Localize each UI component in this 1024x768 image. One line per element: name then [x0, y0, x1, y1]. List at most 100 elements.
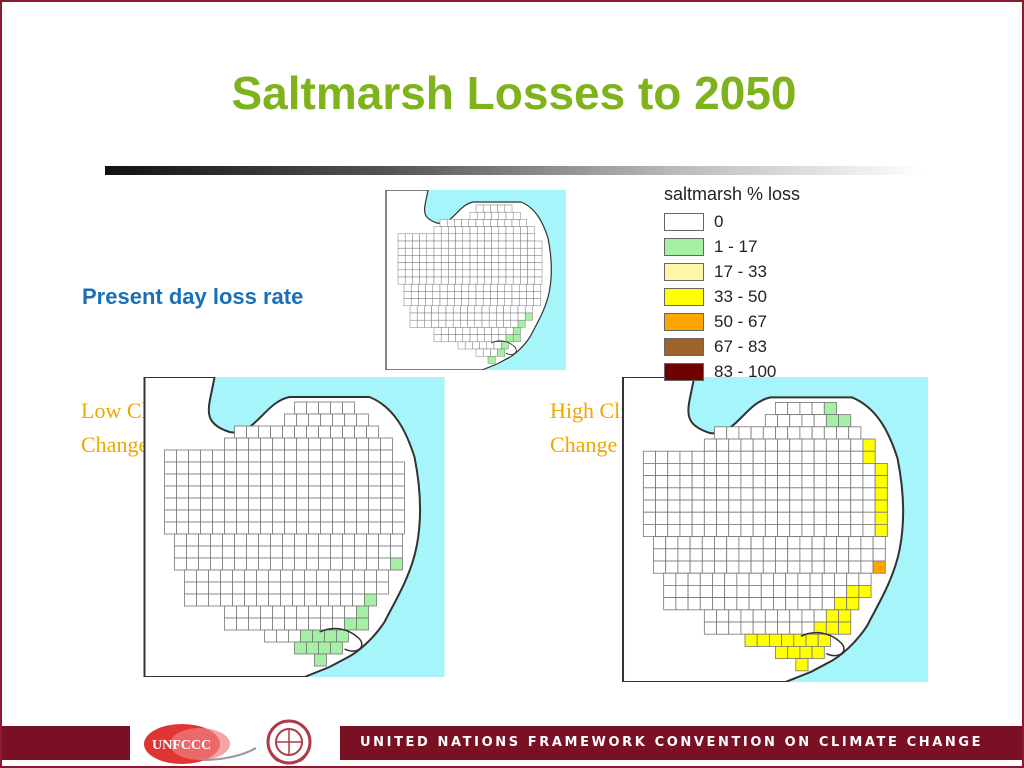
map-grid-cell	[813, 524, 827, 538]
map-grid-cell	[294, 545, 307, 559]
map-grid-cell	[642, 487, 656, 501]
map-grid-cell	[834, 585, 848, 599]
map-grid-cell	[789, 499, 803, 513]
map-grid-cell	[184, 581, 197, 595]
map-grid-cell	[675, 597, 689, 611]
map-grid-cell	[260, 509, 273, 523]
map-grid-cell	[376, 581, 389, 595]
map-grid-cell	[446, 283, 455, 292]
map-grid-cell	[701, 548, 715, 562]
map-grid-cell	[504, 298, 513, 307]
map-grid-cell	[801, 438, 815, 452]
map-grid-cell	[320, 521, 333, 535]
map-grid-cell	[397, 240, 406, 249]
map-grid-cell	[448, 327, 456, 335]
map-grid-cell	[801, 524, 815, 538]
map-grid-cell	[801, 609, 815, 623]
map-grid-cell	[433, 269, 442, 278]
map-grid-cell	[687, 585, 701, 599]
map-grid-cell	[356, 605, 369, 619]
map-grid-cell	[811, 402, 825, 416]
map-grid-cell	[752, 499, 766, 513]
map-grid-cell	[655, 499, 669, 513]
map-grid-cell	[409, 305, 418, 314]
map-grid-cell	[304, 581, 317, 595]
map-grid-cell	[184, 569, 197, 583]
map-grid-cell	[356, 461, 369, 475]
map-grid-cell	[809, 597, 823, 611]
map-grid-cell	[461, 291, 470, 299]
map-grid-cell	[740, 511, 754, 525]
map-grid-cell	[431, 319, 440, 328]
map-grid-cell	[200, 509, 213, 523]
map-grid-cell	[527, 262, 536, 271]
map-grid-cell	[258, 533, 271, 547]
map-grid-cell	[412, 240, 420, 249]
map-grid-cell	[825, 524, 839, 538]
map-grid-cell	[364, 593, 377, 607]
map-grid-cell	[378, 545, 391, 559]
map-grid-cell	[475, 219, 484, 227]
map-grid-cell	[364, 569, 377, 583]
map-grid-cell	[324, 629, 337, 643]
map-grid-cell	[850, 487, 864, 501]
map-grid-cell	[356, 617, 369, 631]
map-grid-cell	[703, 621, 717, 635]
map-grid-cell	[356, 521, 369, 535]
map-grid-cell	[740, 487, 754, 501]
legend-title: saltmarsh % loss	[664, 184, 801, 204]
map-grid-cell	[714, 536, 728, 550]
map-grid-cell	[461, 298, 470, 307]
map-grid-cell	[445, 305, 454, 314]
map-grid-cell	[300, 629, 313, 643]
map-grid-cell	[642, 511, 656, 525]
map-grid-cell	[426, 247, 435, 256]
map-grid-cell	[785, 572, 799, 586]
map-grid	[164, 401, 405, 667]
map-grid-cell	[260, 617, 273, 631]
map-grid-cell	[752, 450, 766, 464]
map-grid-cell	[775, 536, 789, 550]
map-grid-cell	[712, 597, 726, 611]
map-grid-cell	[455, 327, 464, 335]
map-grid-cell	[655, 511, 669, 525]
map-grid-cell	[838, 621, 852, 635]
map-grid-cell	[520, 255, 528, 263]
map-grid-cell	[410, 291, 419, 299]
map-grid-cell	[416, 312, 425, 321]
map-grid-cell	[874, 487, 888, 501]
map-grid-cell	[517, 319, 526, 328]
map-grid-cell	[368, 473, 381, 487]
legend-swatch	[664, 287, 704, 306]
map-grid-cell	[236, 473, 249, 487]
map-grid-cell	[248, 449, 261, 463]
map-grid-cell	[716, 487, 730, 501]
map-grid-cell	[799, 548, 813, 562]
map-grid-cell	[212, 485, 225, 499]
map-grid-cell	[764, 414, 778, 428]
map-grid-cell	[490, 219, 498, 227]
map-grid-cell	[667, 524, 681, 538]
map-grid-cell	[838, 463, 852, 477]
map-grid-cell	[653, 560, 667, 574]
map-grid-cell	[452, 305, 461, 314]
map-grid-cell	[246, 533, 259, 547]
map-grid-cell	[397, 262, 406, 271]
map-grid-cell	[284, 473, 297, 487]
map-grid-cell	[777, 475, 791, 489]
map-grid-cell	[862, 450, 876, 464]
map-grid-cell	[679, 499, 693, 513]
map-grid-cell	[512, 327, 521, 335]
map-grid-cell	[308, 617, 321, 631]
map-grid-cell	[312, 629, 325, 643]
map-grid-cell	[498, 240, 507, 249]
map-grid-cell	[439, 298, 448, 307]
map-grid-cell	[663, 597, 677, 611]
map-grid-cell	[750, 560, 764, 574]
map-grid-cell	[292, 593, 305, 607]
map-grid-cell	[392, 509, 405, 523]
map-grid-cell	[642, 450, 656, 464]
legend-item: 83 - 100	[664, 359, 874, 384]
map-grid-cell	[764, 609, 778, 623]
map-grid-cell	[505, 262, 514, 271]
